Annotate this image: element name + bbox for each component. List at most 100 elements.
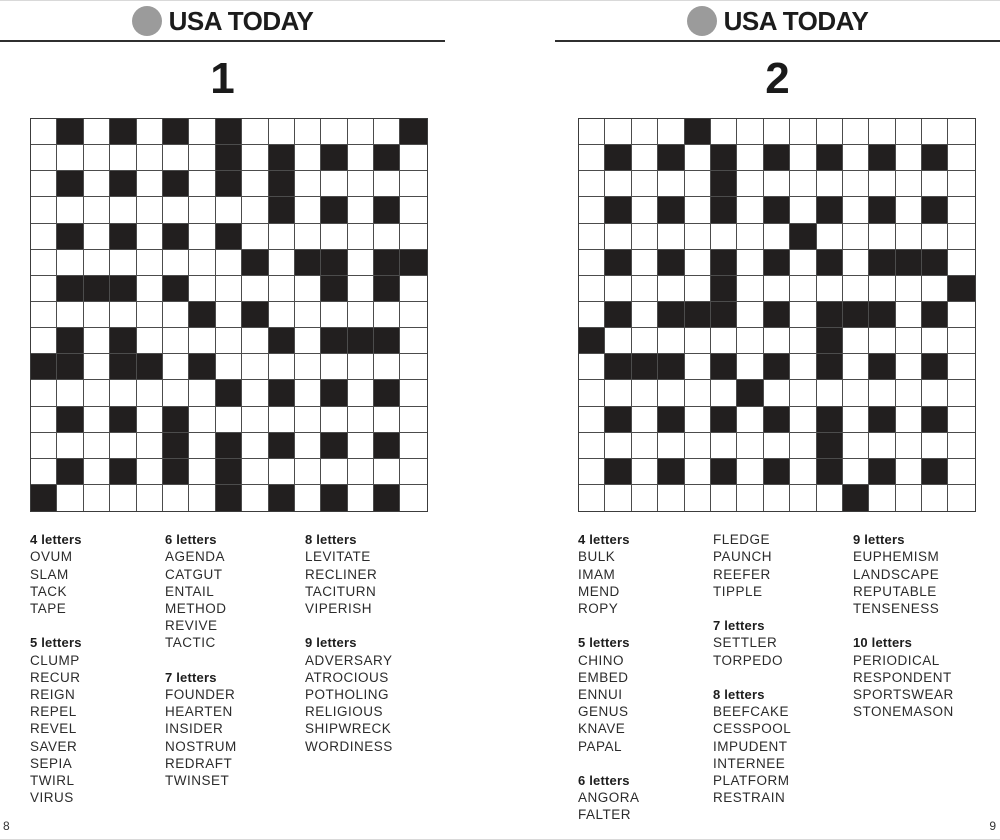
masthead: USA TODAY [0,1,445,37]
word: STONEMASON [853,704,954,720]
grid-cell-white [790,380,817,407]
grid-cell-white [790,197,817,224]
grid-cell-black [57,275,84,302]
grid-cell-white [710,432,738,459]
grid-cell-white [948,301,975,329]
grid-cell-white [31,301,58,329]
grid-cell-white [684,171,711,198]
grid-cell-white [400,380,427,407]
word-column: 8 letters LEVITATE RECLINER TACITURN VIPERIS… [305,531,445,806]
grid-cell-white [658,380,685,407]
grid-cell-white [400,328,427,355]
grid-cell-black [136,354,163,381]
word: BULK [578,549,616,565]
grid-cell-black [374,249,401,276]
grid-cell-white [136,197,163,224]
word: TACTIC [165,635,216,651]
grid-cell-white [294,484,322,512]
grid-cell-white [242,145,269,172]
grid-cell-white [57,249,84,276]
grid-cell-black [605,145,632,172]
grid-cell-white [895,432,923,459]
page-number-left: 8 [3,819,10,833]
grid-cell-white [268,249,295,276]
puzzle-grid [30,118,428,513]
grid-cell-white [321,354,348,381]
grid-cell-white [400,406,427,433]
grid-cell-white [294,328,322,355]
word: REDRAFT [165,755,233,771]
grid-cell-white [189,145,216,172]
grid-cell-black [374,380,401,407]
grid-cell-white [842,406,870,433]
grid-cell-black [922,354,949,381]
grid-cell-white [242,380,269,407]
word: EMBED [578,669,629,685]
grid-cell-white [347,145,375,172]
grid-cell-white [763,223,791,250]
word-group-header: 6 letters [578,772,630,788]
grid-cell-white [684,197,711,224]
grid-cell-white [763,328,791,355]
grid-cell-white [948,406,975,433]
grid-cell-white [347,432,375,459]
grid-cell-black [31,484,58,512]
grid-cell-white [579,119,606,146]
grid-cell-white [31,328,58,355]
word: TIPPLE [713,583,763,599]
grid-cell-black [110,275,137,302]
grid-cell-black [948,275,975,302]
grid-cell-white [57,432,84,459]
grid-cell-white [57,380,84,407]
grid-cell-black [57,223,84,250]
grid-cell-white [162,145,190,172]
grid-cell-white [869,275,896,302]
word-group-header: 4 letters [578,532,630,548]
word-group-header: 8 letters [713,686,765,702]
grid-cell-white [374,406,401,433]
grid-cell-white [321,171,348,198]
grid-cell-white [83,249,111,276]
grid-cell-black [215,458,243,485]
grid-cell-white [737,328,764,355]
word: IMAM [578,566,616,582]
grid-cell-black [110,458,137,485]
grid-cell-white [869,223,896,250]
word: WORDINESS [305,738,393,754]
grid-cell-black [869,458,896,485]
grid-cell-black [242,249,269,276]
grid-cell-white [31,406,58,433]
grid-cell-white [737,354,764,381]
grid-cell-white [268,119,295,146]
grid-cell-white [605,171,632,198]
grid-cell-white [374,223,401,250]
grid-cell-white [895,275,923,302]
grid-cell-white [321,458,348,485]
grid-cell-white [763,484,791,512]
grid-cell-white [321,119,348,146]
grid-cell-white [842,119,870,146]
grid-cell-black [842,484,870,512]
grid-cell-black [658,354,685,381]
grid-cell-white [605,328,632,355]
grid-cell-white [83,171,111,198]
word: CATGUT [165,566,223,582]
page-number-right: 9 [989,819,996,833]
grid-cell-white [110,432,137,459]
grid-cell-white [57,484,84,512]
grid-cell-black [400,119,427,146]
grid-cell-white [842,197,870,224]
grid-cell-white [136,249,163,276]
grid-cell-white [658,275,685,302]
grid-cell-white [631,458,659,485]
grid-cell-white [948,249,975,276]
word: HEARTEN [165,704,233,720]
grid-cell-black [268,380,295,407]
word: TORPEDO [713,652,784,668]
grid-cell-white [922,328,949,355]
grid-cell-white [684,484,711,512]
grid-cell-black [579,328,606,355]
grid-cell-black [658,145,685,172]
grid-cell-white [83,328,111,355]
grid-cell-black [869,197,896,224]
